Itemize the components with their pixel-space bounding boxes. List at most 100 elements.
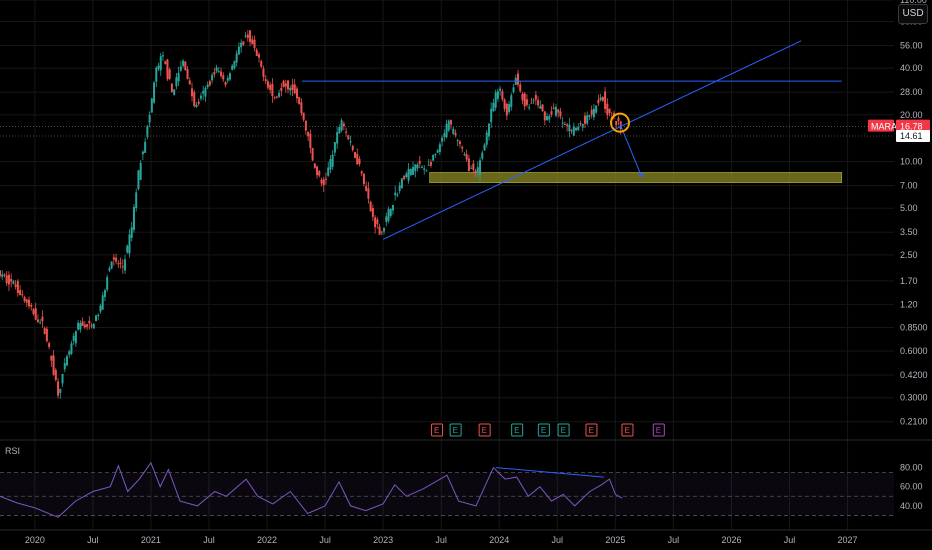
candle-body	[83, 324, 86, 328]
candle-body	[552, 107, 555, 109]
x-tick-label: 2027	[838, 535, 858, 545]
y-tick-label: 2.50	[900, 250, 918, 260]
candle-body	[36, 319, 39, 323]
candle-body	[202, 90, 205, 94]
candle-body	[391, 205, 394, 211]
candle-body	[237, 46, 240, 55]
candle-body	[206, 84, 209, 88]
candle-body	[539, 106, 542, 109]
candle-body	[327, 167, 330, 176]
candle-body	[166, 59, 169, 80]
candle-body	[503, 99, 506, 109]
candle-body	[32, 309, 35, 315]
candle-body	[246, 34, 249, 38]
rsi-divergence-line[interactable]	[495, 467, 604, 478]
projection-arrow[interactable]	[619, 123, 642, 176]
candle-body	[295, 88, 298, 99]
x-tick-label: Jul	[668, 535, 680, 545]
candle-body	[161, 55, 164, 57]
candle-body	[106, 277, 109, 290]
x-tick-label: 2024	[489, 535, 509, 545]
candle-body	[215, 67, 218, 72]
candle-body	[291, 84, 294, 90]
candle-body	[304, 120, 307, 131]
last-price-label: 16.78	[900, 122, 923, 132]
candle-body	[41, 316, 44, 322]
candle-body	[139, 162, 142, 180]
rsi-line	[0, 461, 623, 518]
candle-body	[28, 299, 31, 307]
earnings-marker[interactable]	[478, 423, 491, 437]
candle-body	[255, 49, 258, 56]
candle-body	[224, 82, 227, 85]
currency-button[interactable]: USD	[898, 4, 928, 24]
candle-body	[110, 261, 113, 269]
candle-body	[329, 158, 332, 170]
candle-body	[588, 115, 591, 117]
candle-body	[34, 308, 37, 320]
candle-body	[253, 39, 256, 48]
earnings-marker[interactable]	[511, 423, 524, 437]
highlight-circle[interactable]	[609, 112, 630, 133]
candle-body	[530, 102, 533, 104]
candle-body	[155, 67, 158, 82]
rsi-tick-label: 80.00	[900, 463, 923, 473]
candle-body	[414, 164, 417, 172]
candle-body	[48, 343, 51, 347]
candle-body	[117, 263, 120, 265]
candle-body	[470, 167, 473, 169]
candle-body	[371, 207, 374, 217]
candle-body	[5, 275, 8, 284]
candle-body	[590, 109, 593, 115]
earnings-marker[interactable]	[557, 423, 570, 437]
earnings-marker[interactable]	[431, 423, 444, 437]
candle-body	[99, 305, 102, 312]
candle-body	[199, 95, 202, 99]
candle-body	[586, 115, 589, 124]
candle-body	[269, 84, 272, 90]
candle-body	[338, 127, 341, 134]
candle-body	[385, 216, 388, 222]
earnings-marker[interactable]	[621, 423, 634, 437]
x-tick-label: 2021	[141, 535, 161, 545]
x-tick-label: Jul	[435, 535, 447, 545]
earnings-marker[interactable]	[585, 423, 598, 437]
rsi-tick-label: 40.00	[900, 501, 923, 511]
candle-body	[59, 389, 62, 393]
candle-body	[282, 80, 285, 88]
x-tick-label: 2023	[373, 535, 393, 545]
earnings-marker[interactable]	[449, 423, 462, 437]
earnings-marker[interactable]	[537, 423, 550, 437]
y-tick-label: 28.00	[900, 87, 923, 97]
candle-body	[144, 141, 147, 153]
candle-body	[501, 91, 504, 100]
candle-body	[275, 96, 278, 98]
candle-body	[405, 173, 408, 177]
y-tick-label: 20.00	[900, 110, 923, 120]
candle-body	[534, 94, 537, 100]
y-tick-label: 0.2100	[900, 417, 928, 427]
rising-trendline[interactable]	[382, 40, 802, 240]
candle-body	[208, 81, 211, 86]
candle-body	[606, 103, 609, 115]
candle-body	[137, 170, 140, 190]
candle-body	[153, 82, 156, 103]
candle-body	[141, 151, 144, 155]
candle-body	[347, 135, 350, 140]
ticker-symbol: MARA	[871, 122, 897, 132]
candle-body	[416, 164, 419, 169]
candle-body	[0, 270, 1, 276]
candle-body	[608, 108, 611, 114]
candle-body	[324, 178, 327, 180]
candle-body	[1, 274, 4, 277]
candle-body	[226, 77, 229, 81]
candle-body	[483, 144, 486, 151]
y-tick-label: 40.00	[900, 63, 923, 73]
prev-price-tag-bg	[896, 129, 930, 142]
candle-body	[403, 175, 406, 180]
candle-body	[420, 166, 423, 168]
candle-body	[77, 322, 80, 330]
candle-body	[258, 54, 261, 58]
earnings-marker[interactable]	[652, 423, 665, 437]
